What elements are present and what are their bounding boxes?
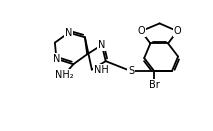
Text: Br: Br bbox=[149, 80, 160, 90]
Text: N: N bbox=[98, 40, 105, 50]
Text: N: N bbox=[53, 54, 60, 64]
Text: O: O bbox=[137, 26, 145, 36]
Text: S: S bbox=[128, 66, 134, 76]
Text: N: N bbox=[65, 28, 72, 38]
Text: NH: NH bbox=[94, 65, 109, 75]
Text: O: O bbox=[174, 26, 181, 36]
Text: NH₂: NH₂ bbox=[55, 70, 73, 80]
